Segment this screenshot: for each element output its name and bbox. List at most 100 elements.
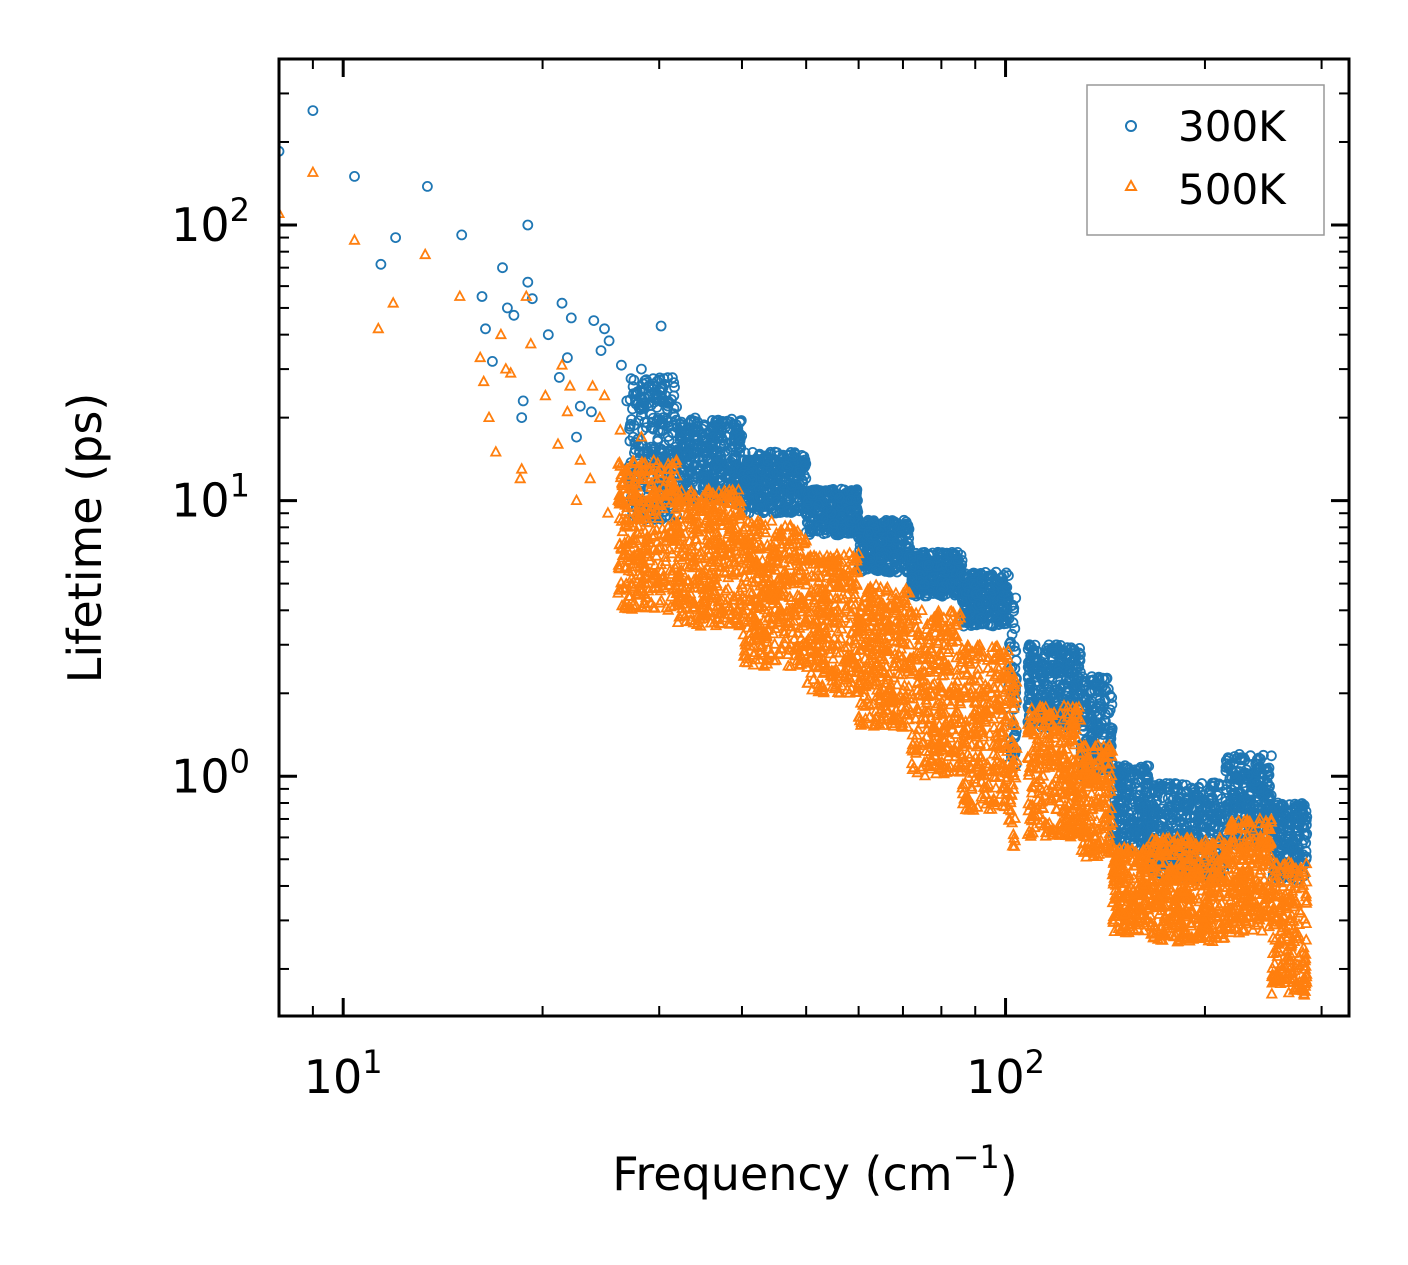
data-point [864,552,876,564]
data-point [882,565,894,576]
data-point [387,296,400,308]
data-point [811,484,822,496]
data-point [456,229,468,241]
data-point [553,371,565,383]
data-point [306,165,320,177]
data-point [634,391,645,403]
data-point [571,431,582,443]
data-point [636,363,647,375]
data-point [877,536,888,548]
data-point [453,289,466,301]
data-point [632,433,644,445]
data-point [626,414,637,425]
data-point [770,507,782,518]
data-point [514,471,527,484]
data-point [526,293,538,305]
data-point [659,419,671,431]
data-point [647,423,659,435]
data-point [845,494,857,506]
data-point [781,460,793,472]
data-point [372,321,385,334]
data-point [647,373,659,385]
data-point [574,453,587,465]
data-point [863,526,875,537]
data-point [763,468,774,480]
data-point [599,323,610,335]
data-point [657,412,669,424]
data-point [501,302,513,314]
data-point [522,276,534,288]
data-point [654,394,666,406]
data-point [494,327,508,340]
data-point [556,297,568,309]
data-point [825,497,837,509]
data-point [886,529,897,540]
data-point [515,462,528,474]
series-500k [279,165,1313,1000]
data-point [878,516,890,528]
data-point [668,377,680,389]
data-point [903,532,915,544]
data-point [598,388,611,401]
data-point [725,459,737,471]
data-point [524,337,537,349]
data-point [697,454,708,466]
data-point [375,258,387,270]
data-point [349,170,360,182]
data-point [702,465,714,477]
data-point [586,406,597,418]
data-point [482,410,496,423]
data-point [740,474,752,486]
data-point [850,486,862,498]
data-point [657,382,669,394]
data-point [746,474,758,486]
data-point [698,447,710,459]
data-point [691,430,703,442]
data-point [715,451,727,463]
data-point [680,425,691,437]
data-point [753,450,764,462]
data-point [474,350,487,363]
data-point [419,247,432,260]
data-point [768,467,779,479]
data-point [775,496,787,508]
data-point [574,400,586,412]
data-point [716,467,728,479]
data-point [279,145,285,157]
data-point [868,523,880,535]
data-point [570,493,583,506]
data-point [390,232,402,244]
data-point [542,329,554,341]
data-point [715,455,727,467]
data-point [614,423,627,435]
data-point [825,507,837,519]
data-point [652,433,664,445]
data-point [762,455,773,467]
data-point [735,433,746,445]
data-point [307,105,319,116]
data-point [421,180,433,192]
data-point [489,445,502,457]
data-point [603,335,615,347]
data-point [517,395,529,407]
data-point [835,513,847,524]
data-point [823,485,834,497]
data-point [706,440,718,452]
data-point [561,404,574,417]
data-point [595,345,607,357]
data-point [565,312,577,324]
data-point [563,379,577,391]
data-point [748,502,759,514]
data-point [845,505,857,517]
data-point [762,479,773,491]
data-point [551,437,565,449]
data-point [628,419,640,431]
data-point [791,471,803,483]
data-point [637,385,649,397]
data-point [773,469,785,481]
data-point [786,479,798,491]
data-point [682,457,694,468]
data-point [497,262,508,274]
data-point [718,440,730,452]
